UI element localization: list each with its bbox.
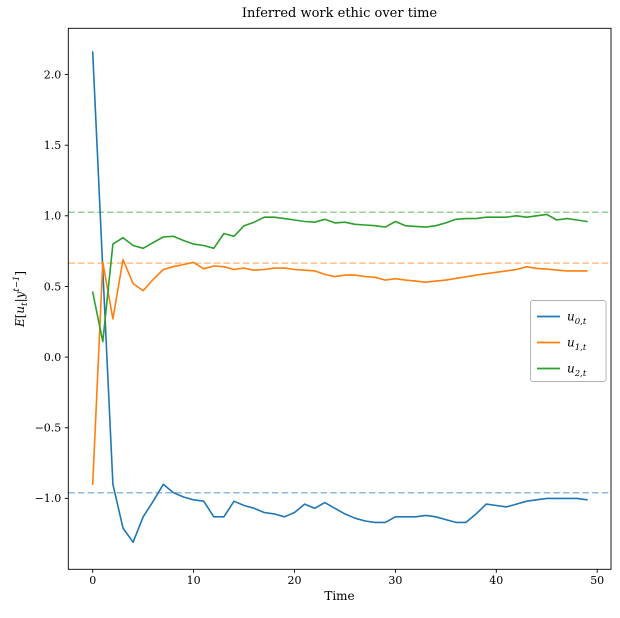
ylabel-y: y — [12, 291, 27, 299]
axes-spines — [67, 27, 612, 570]
y-tick-label: 1.5 — [44, 139, 62, 152]
ylabel-bar: | — [12, 298, 27, 303]
series-line-2 — [91, 213, 588, 343]
y-tick-label: 0.5 — [44, 280, 62, 293]
y-axis-label: E[ut|yt−1] — [12, 271, 30, 327]
chart-title: Inferred work ethic over time — [241, 6, 438, 21]
x-tick-label: 40 — [489, 574, 503, 587]
ylabel-sup: t−1 — [11, 275, 22, 292]
y-tick-label: 2.0 — [44, 68, 62, 81]
ylabel-rbracket: ] — [12, 270, 27, 276]
ylabel-lbracket: [ — [12, 313, 27, 319]
x-tick-label: 50 — [590, 574, 604, 587]
x-axis-label: Time — [324, 589, 355, 603]
x-tick-label: 10 — [187, 574, 201, 587]
legend-box — [530, 300, 607, 382]
x-tick-label: 30 — [388, 574, 402, 587]
x-tick-label: 0 — [89, 574, 96, 587]
y-tick-label: −1.0 — [35, 492, 62, 505]
series-line-0 — [91, 51, 588, 544]
ylabel-E: E — [12, 318, 27, 328]
y-tick-label: −0.5 — [35, 422, 62, 435]
y-tick-label: 1.0 — [44, 210, 62, 223]
series-line-1 — [91, 258, 588, 486]
y-tick-label: 0.0 — [44, 351, 62, 364]
legend: u0,t u1,t u2,t — [530, 300, 607, 382]
ylabel-sub: t — [20, 302, 31, 306]
legend-label-2: u2,t — [567, 362, 587, 379]
x-tick-label: 20 — [288, 574, 302, 587]
ylabel-u: u — [12, 305, 27, 314]
legend-label-0: u0,t — [567, 310, 587, 327]
legend-label-1: u1,t — [567, 336, 587, 353]
